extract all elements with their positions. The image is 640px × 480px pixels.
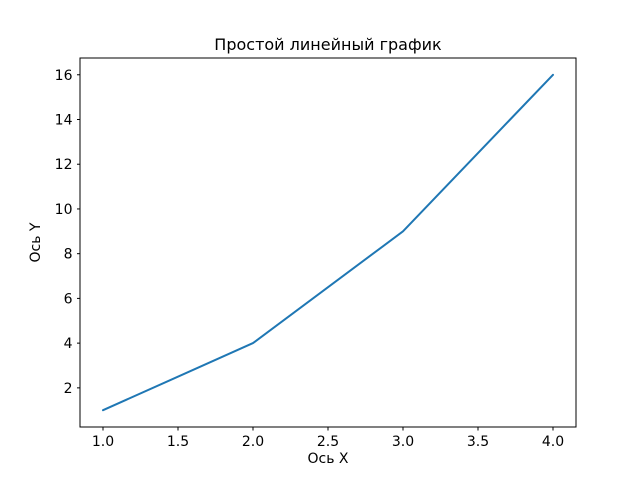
y-tick-label: 2 — [64, 381, 73, 397]
y-tick-label: 14 — [55, 113, 73, 129]
x-axis-label: Ось X — [307, 451, 348, 467]
x-tick-label: 1.5 — [167, 434, 189, 450]
y-axis-label: Ось Y — [28, 222, 44, 262]
x-tick-label: 3.0 — [392, 434, 414, 450]
y-tick-label: 12 — [55, 157, 73, 173]
y-tick-label: 16 — [55, 68, 73, 84]
x-tick-label: 1.0 — [92, 434, 114, 450]
line-series — [102, 73, 554, 412]
x-tick-label: 4.0 — [542, 434, 564, 450]
x-tick-label: 2.0 — [242, 434, 264, 450]
x-tick-label: 3.5 — [467, 434, 489, 450]
x-tick-label: 2.5 — [317, 434, 339, 450]
y-tick-label: 10 — [55, 202, 73, 218]
y-tick-label: 6 — [64, 291, 73, 307]
y-tick-label: 4 — [64, 336, 73, 352]
y-axis-ticks: 2 4 6 8 10 12 14 16 — [55, 68, 81, 397]
y-tick-label: 8 — [64, 247, 73, 263]
chart-title: Простой линейный график — [214, 35, 442, 54]
x-axis-ticks: 1.0 1.5 2.0 2.5 3.0 3.5 4.0 — [92, 427, 564, 450]
plot-area — [79, 57, 577, 428]
